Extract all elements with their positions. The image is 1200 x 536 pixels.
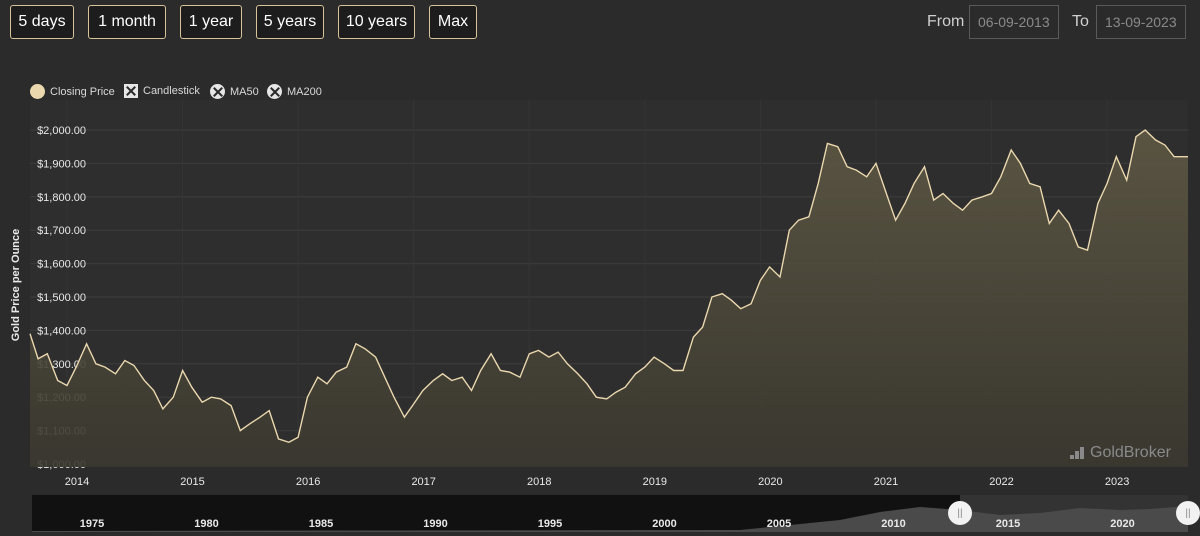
navigator-year-label: 1990 [423, 518, 447, 530]
gridlines [30, 100, 1188, 467]
legend-ma50-label: MA50 [230, 85, 259, 98]
pencil-icon [1148, 111, 1157, 120]
y-tick-label: $1,900.00 [37, 158, 86, 170]
navigator-year-label: 2005 [767, 518, 791, 530]
eraser-tool-button[interactable] [1169, 106, 1188, 125]
range-button-1-year[interactable]: 1 year [180, 5, 242, 39]
y-tick-label: $1,500.00 [37, 292, 86, 304]
goldbroker-logo-icon [1070, 447, 1084, 459]
range-button-5-years[interactable]: 5 years [256, 5, 324, 39]
x-tick-label: 2014 [65, 476, 89, 488]
x-tick-label: 2021 [874, 476, 898, 488]
legend-candlestick[interactable]: Candlestick [124, 84, 200, 98]
x-tick-label: 2016 [296, 476, 320, 488]
navigator-year-label: 1980 [194, 518, 218, 530]
closing-price-dot-icon [30, 84, 45, 99]
navigator-left-handle[interactable]: || [948, 501, 972, 525]
y-tick-label: $1,800.00 [37, 192, 86, 204]
range-button-10-years[interactable]: 10 years [338, 5, 415, 39]
plot-background [30, 100, 1188, 467]
range-button-5-days[interactable]: 5 days [10, 5, 74, 39]
goldbroker-watermark-text: GoldBroker [1090, 444, 1171, 461]
navigator-year-label: 1985 [309, 518, 333, 530]
x-tick-label: 2018 [527, 476, 551, 488]
navigator-year-label: 2000 [652, 518, 676, 530]
from-label: From [927, 13, 965, 30]
y-tick-label: $1,100.00 [37, 426, 86, 438]
candlestick-x-icon [124, 84, 138, 98]
x-tick-label: 2023 [1105, 476, 1129, 488]
x-tick-label: 2015 [180, 476, 204, 488]
navigator-year-label: 2015 [996, 518, 1020, 530]
navigator-year-label: 2010 [881, 518, 905, 530]
y-tick-label: $1,300.00 [37, 359, 86, 371]
navigator-background [32, 495, 1188, 532]
y-tick-label: $1,700.00 [37, 225, 86, 237]
x-tick-label: 2020 [758, 476, 782, 488]
price-area [30, 130, 1188, 467]
y-axis-label: Gold Price per Ounce [10, 229, 22, 341]
x-axis-ticks: 2014 2015 2016 2017 2018 2019 2020 2021 2022 2023 [65, 476, 1130, 488]
to-date-input[interactable] [1096, 5, 1186, 39]
draw-tool-button[interactable] [1143, 106, 1162, 125]
legend-closing-price[interactable]: Closing Price [30, 84, 115, 99]
y-tick-label: $1,200.00 [37, 392, 86, 404]
price-line [29, 129, 1188, 444]
navigator-year-label: 1995 [538, 518, 562, 530]
ma50-x-icon [210, 84, 225, 99]
y-tick-label: $1,000.00 [37, 459, 86, 471]
range-button-1-month[interactable]: 1 month [88, 5, 166, 39]
y-tick-label: $2,000.00 [37, 125, 86, 137]
x-tick-label: 2022 [989, 476, 1013, 488]
x-tick-label: 2017 [411, 476, 435, 488]
goldbroker-watermark: GoldBroker [1070, 444, 1171, 462]
price-change-value: 38.90% [1057, 107, 1105, 123]
legend-candlestick-label: Candlestick [143, 85, 200, 97]
navigator-year-label: 1975 [80, 518, 104, 530]
eraser-icon [1174, 112, 1183, 120]
legend-closing-price-label: Closing Price [50, 85, 115, 98]
x-tick-label: 2019 [643, 476, 667, 488]
arrow-up-icon: ↑ [1050, 107, 1057, 123]
price-change-indicator: ↑38.90% [1050, 107, 1104, 123]
legend-ma200[interactable]: MA200 [267, 84, 322, 99]
legend-ma50[interactable]: MA50 [210, 84, 259, 99]
range-button-max[interactable]: Max [429, 5, 477, 39]
legend-ma200-label: MA200 [287, 85, 322, 98]
navigator-selected-range [960, 495, 1188, 532]
navigator-year-label: 2020 [1110, 518, 1134, 530]
to-label: To [1072, 13, 1089, 30]
navigator-right-handle[interactable]: || [1176, 501, 1200, 525]
from-date-input[interactable] [969, 5, 1059, 39]
ma200-x-icon [267, 84, 282, 99]
y-tick-label: $1,400.00 [37, 325, 86, 337]
y-tick-label: $1,600.00 [37, 259, 86, 271]
navigator-series [32, 506, 1188, 532]
navigator-years: 1975 1980 1985 1990 1995 2000 2005 2010 2015 2020 [80, 518, 1135, 530]
y-axis-ticks: $1,000.00 $1,100.00 $1,200.00 $1,300.00 $1,4… [37, 125, 86, 471]
